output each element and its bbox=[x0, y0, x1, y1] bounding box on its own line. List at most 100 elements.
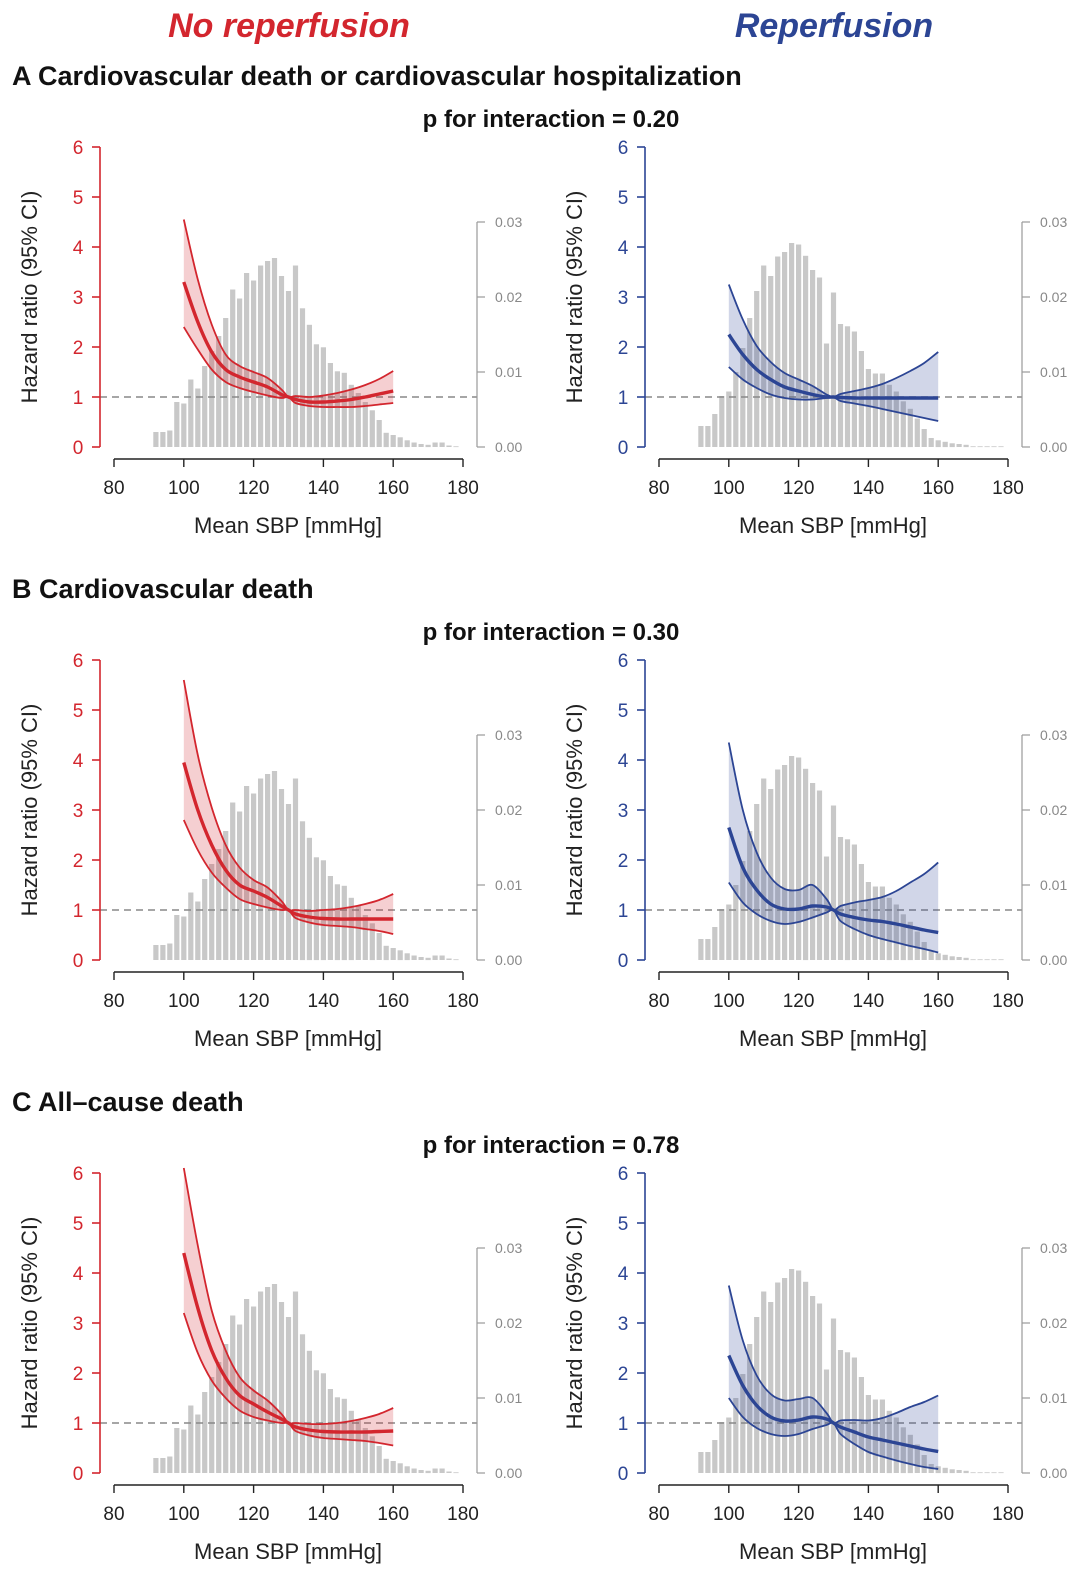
histogram-bar bbox=[209, 351, 215, 447]
histogram-bar bbox=[258, 1291, 264, 1473]
histogram-bar bbox=[816, 790, 823, 960]
histogram-bar bbox=[775, 256, 781, 447]
histogram-bar bbox=[167, 430, 173, 447]
x-tick-label: 80 bbox=[103, 478, 124, 499]
histogram-bar bbox=[216, 1362, 222, 1473]
y-tick-label: 2 bbox=[618, 1364, 629, 1385]
y-tick-label: 3 bbox=[618, 288, 629, 309]
p-interaction: p for interaction = 0.78 bbox=[423, 1132, 680, 1159]
histogram-bar bbox=[789, 1269, 795, 1473]
histogram-bar bbox=[886, 897, 892, 961]
histogram-bar bbox=[830, 1318, 837, 1473]
histogram-bar bbox=[893, 1417, 899, 1473]
histogram-bar bbox=[362, 402, 368, 447]
density-tick-label: 0.00 bbox=[1040, 439, 1067, 455]
histogram-bar bbox=[893, 904, 899, 960]
histogram-bar bbox=[789, 756, 795, 960]
y-tick-label: 5 bbox=[73, 701, 84, 722]
histogram-bar bbox=[998, 959, 1004, 961]
histogram-bar bbox=[998, 446, 1004, 448]
histogram-bar bbox=[872, 373, 878, 447]
histogram-bar bbox=[872, 1399, 878, 1473]
y-tick-label: 0 bbox=[618, 951, 629, 972]
histogram-bar bbox=[810, 783, 816, 960]
histogram-bar bbox=[397, 950, 403, 961]
y-tick-label: 1 bbox=[618, 901, 629, 922]
histogram-bar bbox=[230, 802, 236, 960]
histogram-bar bbox=[914, 418, 920, 447]
density-tick-label: 0.00 bbox=[495, 1465, 522, 1481]
histogram-bar bbox=[244, 273, 250, 447]
histogram-bar bbox=[418, 1470, 424, 1473]
x-tick-label: 180 bbox=[447, 478, 479, 499]
x-tick-label: 80 bbox=[648, 478, 669, 499]
panel-title: C All–cause death bbox=[12, 1087, 244, 1117]
histogram-bar bbox=[956, 1470, 962, 1473]
histogram-bar bbox=[726, 904, 732, 960]
histogram-bar bbox=[705, 1452, 711, 1473]
histogram-bar bbox=[984, 1472, 990, 1474]
histogram-bar bbox=[453, 446, 459, 448]
histogram-bar bbox=[928, 438, 934, 447]
histogram-bar bbox=[698, 426, 704, 447]
x-tick-label: 160 bbox=[377, 991, 409, 1012]
panel-c: C All–cause death p for interaction = 0.7… bbox=[12, 1087, 1067, 1564]
x-tick-label: 160 bbox=[377, 1504, 409, 1525]
x-tick-label: 180 bbox=[992, 478, 1024, 499]
histogram-bar bbox=[285, 291, 292, 447]
histogram-bar bbox=[768, 1302, 774, 1473]
x-tick-label: 160 bbox=[922, 1504, 954, 1525]
histogram-bar bbox=[376, 420, 382, 447]
y-tick-label: 2 bbox=[73, 338, 84, 359]
histogram-bar bbox=[796, 244, 802, 447]
hazard-ratio-line bbox=[727, 333, 939, 400]
panel-title: B Cardiovascular death bbox=[12, 574, 314, 604]
histogram-bar bbox=[900, 1427, 906, 1474]
histogram-bar bbox=[355, 393, 361, 447]
density-tick-label: 0.02 bbox=[1040, 1315, 1067, 1331]
y-tick-label: 5 bbox=[618, 1214, 629, 1235]
ci-band bbox=[728, 742, 939, 953]
hazard-ratio-line bbox=[182, 1252, 394, 1434]
y-tick-label: 6 bbox=[73, 1164, 84, 1185]
y-tick-label: 6 bbox=[618, 651, 629, 672]
histogram-bar bbox=[195, 388, 201, 447]
histogram-bar bbox=[244, 1299, 250, 1473]
histogram-bar bbox=[698, 1452, 704, 1473]
histogram-bar bbox=[893, 391, 899, 447]
histogram-bar bbox=[251, 793, 257, 960]
histogram-bar bbox=[886, 384, 892, 448]
x-tick-label: 80 bbox=[648, 991, 669, 1012]
x-tick-label: 140 bbox=[853, 991, 885, 1012]
y-tick-label: 6 bbox=[73, 138, 84, 159]
histogram-bar bbox=[970, 446, 976, 448]
histogram-bar bbox=[153, 1458, 159, 1473]
x-tick-label: 140 bbox=[308, 478, 340, 499]
histogram-bar bbox=[810, 270, 816, 447]
histogram-bar bbox=[362, 915, 368, 960]
histogram-bar bbox=[383, 432, 389, 448]
histogram-bar bbox=[174, 915, 180, 960]
y-tick-label: 5 bbox=[618, 701, 629, 722]
histogram-bar bbox=[313, 857, 319, 961]
hazard-ratio-line bbox=[182, 281, 394, 404]
histogram-bar bbox=[453, 959, 459, 961]
x-tick-label: 100 bbox=[168, 478, 200, 499]
density-tick-label: 0.01 bbox=[1040, 877, 1067, 893]
density-tick-label: 0.02 bbox=[495, 289, 522, 305]
histogram-bar bbox=[397, 437, 403, 448]
y-tick-label: 3 bbox=[73, 1314, 84, 1335]
histogram-bar bbox=[719, 396, 725, 447]
histogram-bar bbox=[984, 446, 990, 448]
histogram-bar bbox=[292, 265, 299, 447]
y-tick-label: 1 bbox=[73, 1414, 84, 1435]
histogram-bar bbox=[299, 821, 306, 961]
ci-band bbox=[183, 1168, 394, 1446]
histogram-bar bbox=[796, 1270, 802, 1473]
histogram-bar bbox=[921, 942, 927, 960]
histogram-bar bbox=[858, 864, 864, 960]
histogram-bar bbox=[921, 429, 927, 447]
histogram-bar bbox=[230, 289, 236, 447]
histogram-bar bbox=[837, 837, 844, 960]
histogram-bar bbox=[425, 444, 431, 448]
